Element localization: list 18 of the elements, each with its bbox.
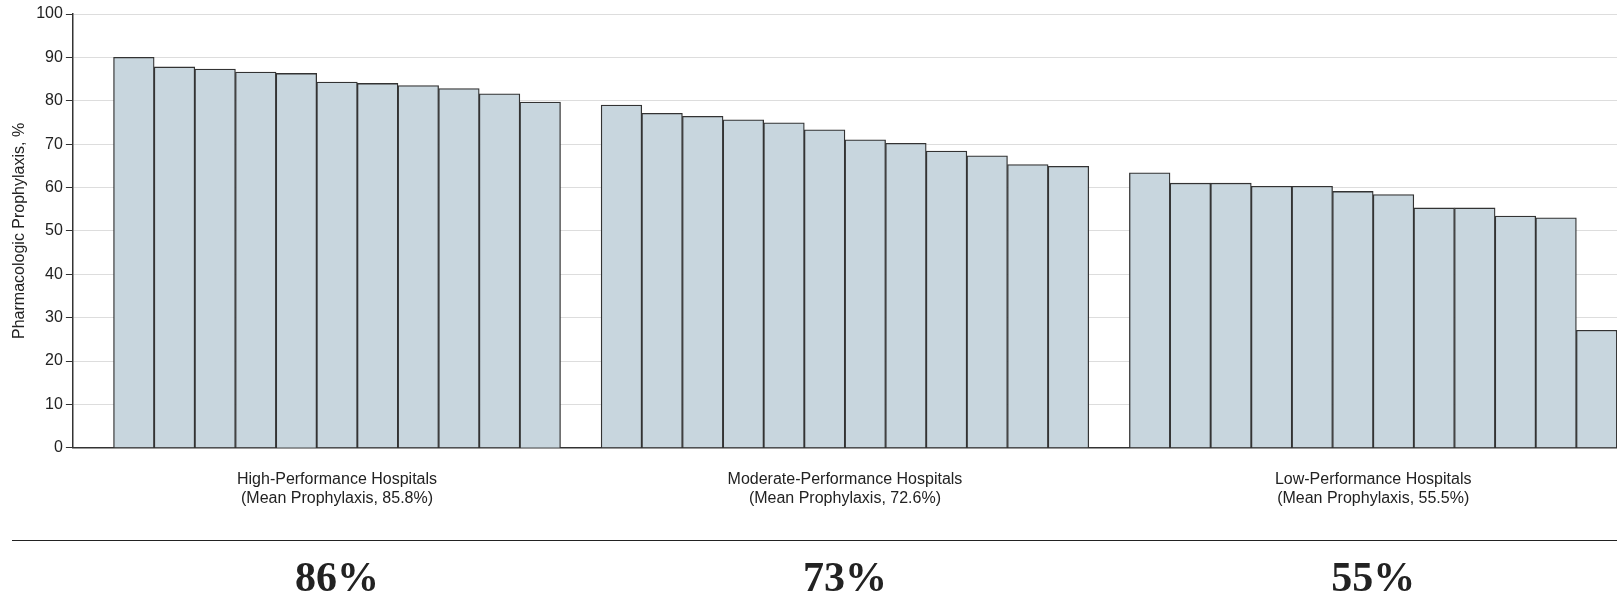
text: 73% — [802, 553, 887, 600]
y-axis-title: Pharmacologic Prophylaxis, % — [10, 122, 28, 339]
y-tick-label: 70 — [45, 134, 63, 152]
y-tick-label: 40 — [45, 264, 63, 282]
text: 55% — [1331, 553, 1416, 600]
y-tick-label: 0 — [53, 438, 63, 456]
y-tick-label: 60 — [45, 177, 63, 195]
text: High-Performance Hospitals (Mean Prophylaxis, 85.8%) — [236, 470, 438, 507]
y-tick-label: 80 — [45, 91, 63, 109]
y-tick-label: 50 — [45, 221, 63, 239]
y-tick-label: 90 — [45, 47, 63, 65]
text: 86% — [295, 553, 380, 600]
text: Moderate-Performance Hospitals (Mean Prophylaxis, 72.6%) — [727, 470, 963, 507]
y-tick-label: 10 — [45, 394, 63, 412]
text: Low-Performance Hospitals (Mean Prophylaxis, 55.5%) — [1274, 470, 1472, 507]
y-tick-label: 20 — [45, 351, 63, 369]
y-tick-label: 100 — [36, 4, 63, 22]
y-tick-label: 30 — [45, 308, 63, 326]
